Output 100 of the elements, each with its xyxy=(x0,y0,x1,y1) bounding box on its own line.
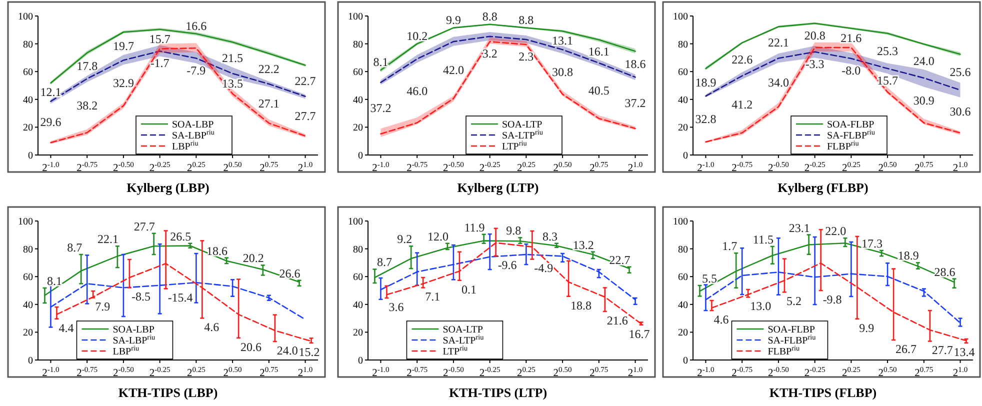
annotation: 27.7 xyxy=(134,219,155,234)
x-tick-label: 2$^{1.0}$ xyxy=(952,364,968,379)
legend-label: SOA-LTP xyxy=(442,324,484,336)
y-tick-label: 100 xyxy=(348,12,363,22)
legend-label: SA-LBP$^{riu}$ xyxy=(112,334,156,346)
x-tick-label: 2$^{-1.0}$ xyxy=(372,160,390,174)
y-tick-label: 20 xyxy=(353,328,363,339)
annotation: 9.9 xyxy=(446,12,461,27)
annotation: 18.6 xyxy=(206,244,228,258)
y-tick-label: 60 xyxy=(678,67,688,78)
x-tick-label: 2$^{-0.50}$ xyxy=(112,160,134,174)
x-tick-label: 2$^{-0.75}$ xyxy=(76,160,98,174)
annotation: 22.6 xyxy=(732,52,753,66)
x-tick-label: 2$^{-0.25}$ xyxy=(149,160,171,174)
annotation: 7.9 xyxy=(95,300,110,314)
annotation: 24.0 xyxy=(913,54,934,68)
annotation: 38.2 xyxy=(76,98,98,113)
annotation: 13.2 xyxy=(572,238,594,252)
annotation: 4.4 xyxy=(58,320,74,335)
annotation: 27.7 xyxy=(932,343,953,358)
annotation: 26.5 xyxy=(170,229,192,244)
y-tick-label: 100 xyxy=(673,216,688,228)
annotation: 46.0 xyxy=(406,84,428,98)
x-tick-label: 2$^{0.25}$ xyxy=(186,160,206,174)
x-tick-label: 2$^{-0.75}$ xyxy=(406,364,428,379)
annotation: -3.3 xyxy=(805,56,824,71)
annotation: 22.7 xyxy=(609,252,630,267)
x-tick-label: 2$^{1.0}$ xyxy=(298,160,313,174)
annotation: -9.6 xyxy=(498,258,517,272)
annotation: 34.0 xyxy=(768,76,789,90)
x-tick-label: 2$^{-1.0}$ xyxy=(42,364,60,379)
annotation: 18.8 xyxy=(570,298,592,312)
annotation: 5.2 xyxy=(786,294,802,308)
annotation: 12.1 xyxy=(40,85,62,100)
legend-label: SA-LTP$^{riu}$ xyxy=(442,334,484,346)
x-tick-label: 2$^{-0.75}$ xyxy=(406,160,428,174)
annotation: -8.5 xyxy=(131,290,150,304)
x-tick-label: 2$^{-1.0}$ xyxy=(697,364,715,379)
x-tick-label: 2$^{-0.75}$ xyxy=(76,364,98,379)
x-tick-label: 2$^{0.50}$ xyxy=(223,364,242,379)
y-tick-label: 40 xyxy=(353,300,363,311)
y-tick-label: 0 xyxy=(358,150,363,162)
y-tick-label: 100 xyxy=(673,12,688,22)
annotation: 22.1 xyxy=(97,232,118,246)
y-tick-label: 20 xyxy=(23,328,33,339)
legend-label: SOA-FLBP xyxy=(768,324,816,336)
y-tick-label: 80 xyxy=(678,244,688,256)
legend-label: SA-FLBP$^{riu}$ xyxy=(768,334,816,346)
annotation: 3.2 xyxy=(482,46,498,61)
x-tick-label: 2$^{-0.25}$ xyxy=(804,160,826,174)
annotation: -1.7 xyxy=(150,56,170,70)
y-tick-label: 20 xyxy=(353,122,363,134)
y-tick-label: 60 xyxy=(353,272,363,284)
annotation: 23.1 xyxy=(788,220,810,235)
annotation: 20.2 xyxy=(242,251,264,266)
annotation: 30.6 xyxy=(950,104,971,118)
annotation: 13.4 xyxy=(954,344,975,359)
annotation: 27.7 xyxy=(294,109,316,124)
annotation: 8.8 xyxy=(518,12,534,27)
annotation: 30.8 xyxy=(552,64,574,79)
text: Kylberg (LBP) xyxy=(126,180,210,195)
y-tick-label: 60 xyxy=(678,272,688,284)
annotation: 8.1 xyxy=(373,55,388,70)
annotation: -8.0 xyxy=(842,64,861,78)
x-tick-label: 2$^{0.25}$ xyxy=(842,364,861,379)
annotation: 17.3 xyxy=(862,236,883,250)
y-tick-label: 80 xyxy=(23,39,33,50)
text: KTH-TIPS (LTP) xyxy=(448,385,548,400)
annotation: 5.5 xyxy=(702,271,717,286)
y-tick-label: 60 xyxy=(353,67,363,78)
x-tick-label: 2$^{-1.0}$ xyxy=(42,160,60,174)
annotation: 22.2 xyxy=(258,62,280,76)
y-tick-label: 0 xyxy=(683,356,688,366)
annotation: -4.9 xyxy=(534,261,554,276)
x-tick-label: 2$^{0.75}$ xyxy=(590,364,608,379)
legend-label: FLBP$^{riu}$ xyxy=(768,344,800,358)
y-tick-label: 40 xyxy=(353,94,363,106)
text: KTH-TIPS (LBP) xyxy=(118,385,218,400)
text: Kylberg (LTP) xyxy=(457,180,539,195)
legend-label: LBP$^{riu}$ xyxy=(112,344,140,358)
x-tick-label: 2$^{0.25}$ xyxy=(842,160,861,174)
annotation: 8.7 xyxy=(67,240,82,254)
x-tick-label: 2$^{0.75}$ xyxy=(914,160,934,174)
annotation: 15.7 xyxy=(149,32,170,46)
y-tick-label: 80 xyxy=(353,39,363,50)
annotation: 8.7 xyxy=(377,255,392,270)
annotation: 21.6 xyxy=(606,313,628,328)
x-tick-label: 2$^{-0.50}$ xyxy=(768,364,790,379)
x-tick-label: 2$^{1.0}$ xyxy=(628,160,643,174)
x-tick-label: 2$^{-1.0}$ xyxy=(372,364,390,379)
annotation: 9.2 xyxy=(397,232,412,246)
annotation: 13.1 xyxy=(552,33,574,48)
legend-label: SA-FLBP$^{riu}$ xyxy=(827,128,876,142)
x-tick-label: 2$^{0.50}$ xyxy=(223,160,242,174)
x-tick-label: 2$^{-1.0}$ xyxy=(697,160,715,174)
y-tick-label: 20 xyxy=(678,328,688,339)
annotation: 2.3 xyxy=(518,49,534,64)
y-tick-label: 20 xyxy=(678,122,688,134)
x-tick-label: 2$^{-0.50}$ xyxy=(442,160,464,174)
annotation: 42.0 xyxy=(442,63,464,78)
